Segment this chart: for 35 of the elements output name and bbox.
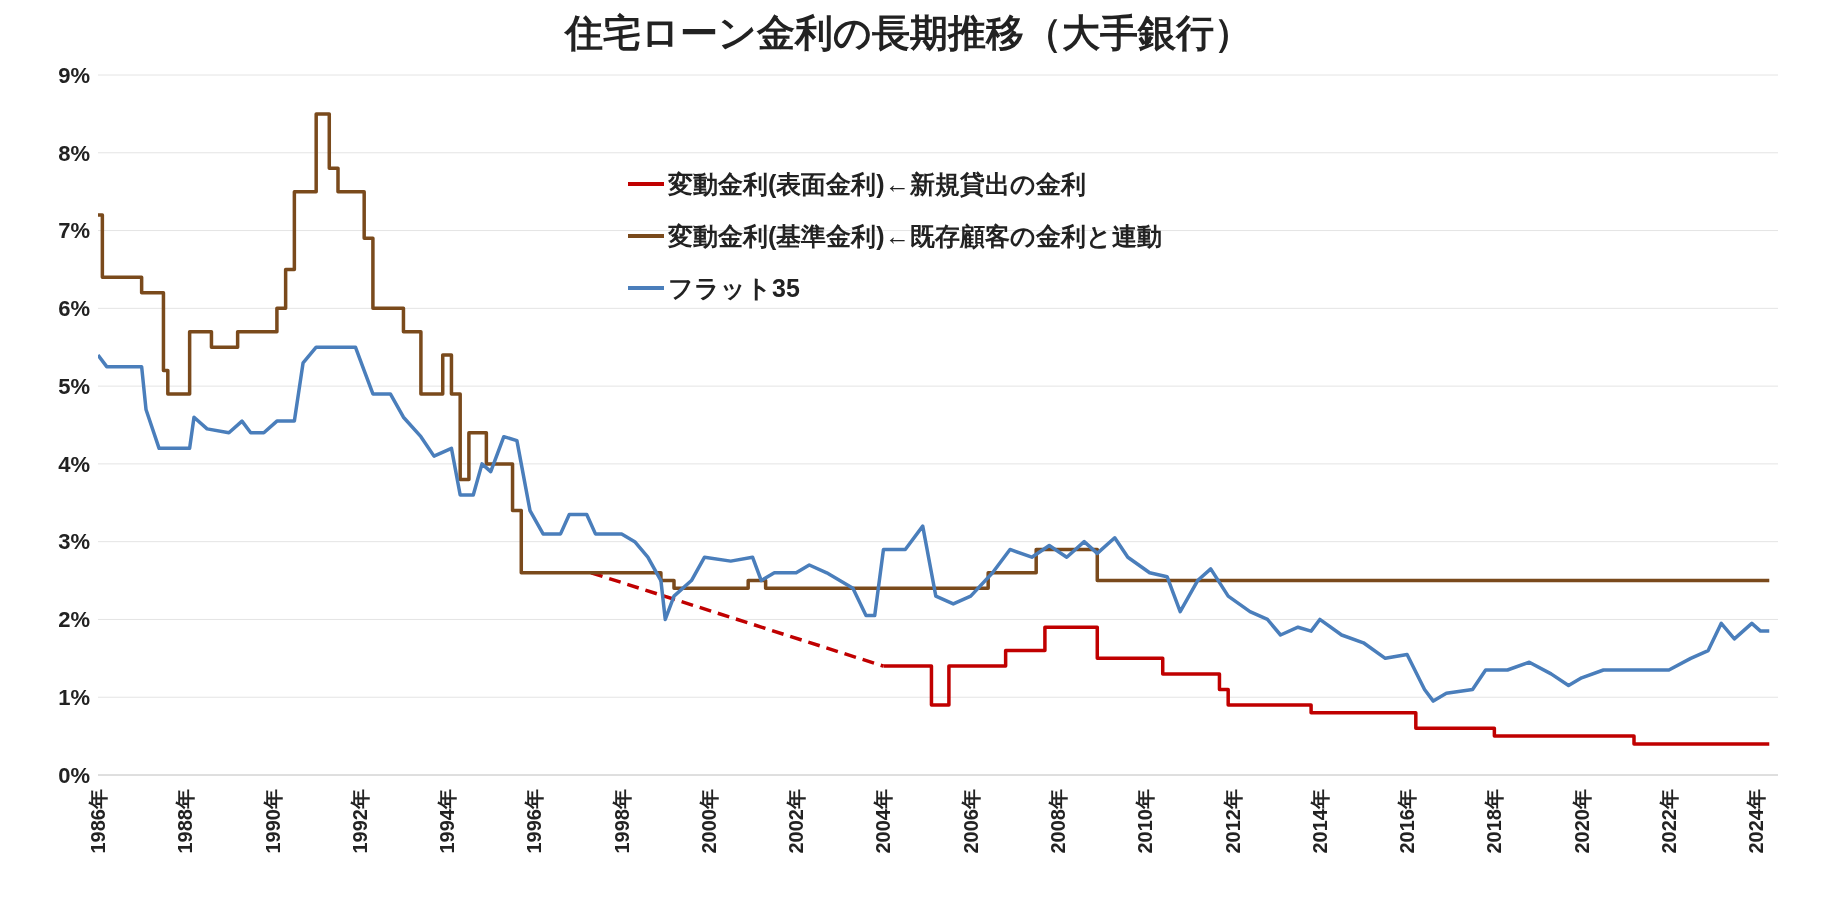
x-tick-label: 2012年 [1221, 789, 1244, 854]
x-tick-label: 1988年 [174, 789, 197, 854]
x-tick-label: 2002年 [785, 789, 808, 854]
x-tick-label: 2018年 [1483, 789, 1506, 854]
x-tick-label: 1998年 [610, 789, 633, 854]
y-tick-label: 9% [58, 62, 90, 88]
line-series [98, 345, 1772, 703]
chart-title: 住宅ローン金利の長期推移（大手銀行） [563, 10, 1253, 57]
x-tick-label: 2006年 [959, 789, 982, 854]
y-tick-label: 2% [58, 607, 90, 633]
x-tick-label: 2000年 [697, 789, 720, 854]
x-tick-label: 2008年 [1047, 789, 1069, 854]
y-tick-label: 3% [58, 529, 90, 555]
y-tick-label: 5% [58, 373, 90, 399]
x-tick-label: 1994年 [436, 789, 459, 854]
legend-label: フラット35 [668, 272, 800, 304]
x-tick-label: 2016年 [1396, 789, 1419, 854]
x-tick-label: 1992年 [348, 789, 371, 854]
y-tick-label: 0% [58, 762, 90, 788]
y-tick-label: 7% [58, 218, 90, 244]
x-tick-label: 2020年 [1570, 789, 1593, 854]
x-tick-label: 1990年 [261, 789, 284, 854]
x-tick-label: 2004年 [872, 789, 895, 854]
x-tick-label: 1996年 [523, 789, 546, 854]
x-tick-label: 2014年 [1308, 789, 1331, 854]
x-tick-label: 1986年 [87, 789, 109, 854]
y-tick-label: 6% [58, 296, 90, 322]
x-tick-label: 2010年 [1134, 789, 1157, 854]
legend-label: 変動金利(基準金利)←既存顧客の金利と連動 [668, 220, 1162, 252]
y-tick-label: 4% [58, 451, 90, 477]
x-tick-label: 2022年 [1657, 789, 1680, 854]
legend-label: 変動金利(表面金利)←新規貸出の金利 [668, 168, 1086, 200]
y-tick-label: 1% [58, 685, 90, 711]
y-tick-label: 8% [58, 140, 90, 166]
x-tick-label: 2024年 [1745, 789, 1768, 854]
